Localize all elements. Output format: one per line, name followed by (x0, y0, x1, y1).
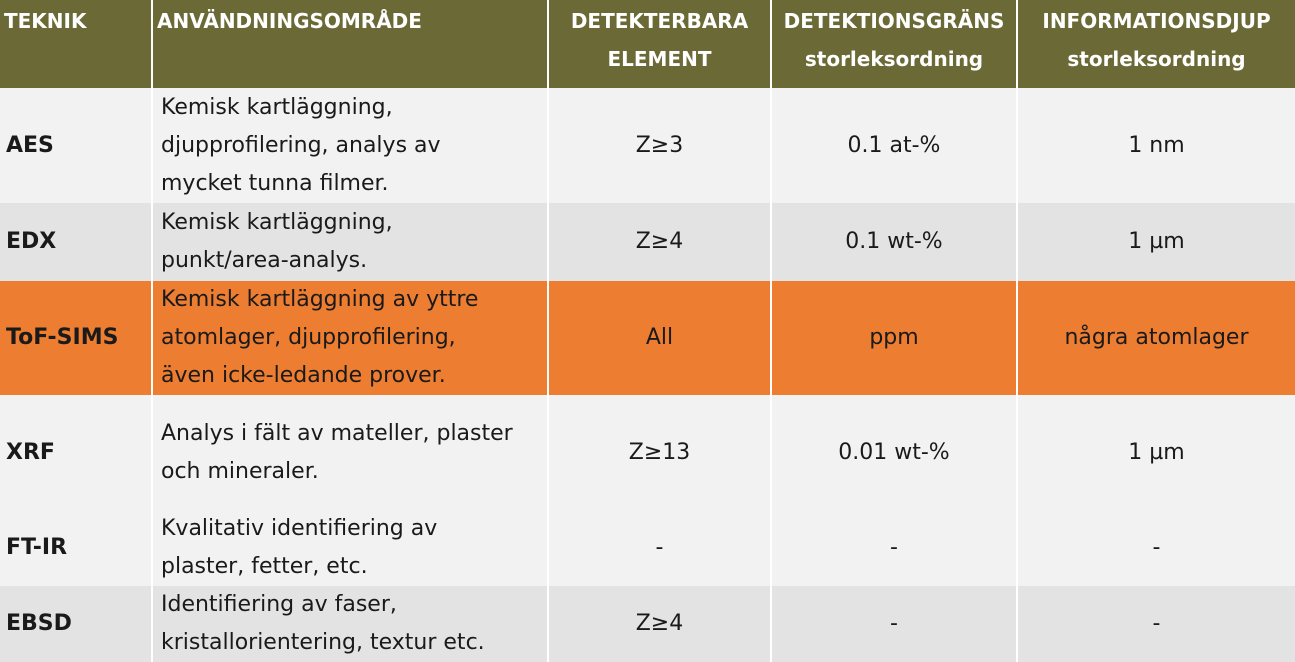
cell-element: Z≥4 (548, 203, 772, 281)
usage-line: Kemisk kartläggning av yttre (161, 287, 479, 312)
header-detekterbara-element: DETEKTERBARA ELEMENT (548, 0, 772, 88)
cell-element: Z≥13 (548, 395, 772, 510)
cell-teknik: EDX (0, 203, 153, 281)
usage-line: och mineraler. (161, 458, 319, 484)
cell-djup: - (1017, 510, 1295, 586)
table-row-highlighted: ToF-SIMS Kemisk kartläggning av yttre at… (0, 281, 1295, 395)
cell-usage: Kemisk kartläggning av yttre atomlager, … (152, 281, 549, 395)
table-row: EBSD Identifiering av faser, kristallori… (0, 586, 1295, 662)
cell-djup: 1 nm (1017, 88, 1295, 203)
header-informationsdjup: INFORMATIONSDJUP storleksordning (1017, 0, 1295, 88)
usage-line: Identifiering av faser, (161, 592, 397, 617)
cell-usage: Kemisk kartläggning, punkt/area-analys. (152, 203, 549, 281)
header-element-line1: DETEKTERBARA (570, 9, 749, 33)
cell-grans: 0.1 wt-% (771, 203, 1018, 281)
cell-usage: Kemisk kartläggning, djupprofilering, an… (152, 88, 549, 203)
cell-djup: 1 µm (1017, 395, 1295, 510)
cell-element: - (548, 510, 772, 586)
cell-grans: 0.1 at-% (771, 88, 1018, 203)
cell-teknik: ToF-SIMS (0, 281, 153, 395)
table-row: EDX Kemisk kartläggning, punkt/area-anal… (0, 203, 1295, 281)
cell-djup: 1 µm (1017, 203, 1295, 281)
cell-djup: - (1017, 586, 1295, 662)
cell-grans: - (771, 586, 1018, 662)
cell-teknik: EBSD (0, 586, 153, 662)
header-element-line2: ELEMENT (607, 47, 712, 71)
usage-line: atomlager, djupprofilering, (161, 325, 456, 350)
usage-line: Kvalitativ identifiering av (161, 516, 438, 541)
table-row: AES Kemisk kartläggning, djupprofilering… (0, 88, 1295, 203)
header-anvandningsomrade: ANVÄNDNINGSOMRÅDE (152, 0, 549, 88)
header-djup-line2: storleksordning (1067, 47, 1246, 71)
usage-line: Kemisk kartläggning, (161, 94, 393, 120)
cell-grans: - (771, 510, 1018, 586)
cell-grans: 0.01 wt-% (771, 395, 1018, 510)
usage-line: djupprofilering, analys av (161, 132, 441, 158)
cell-teknik: XRF (0, 395, 153, 510)
table-row: FT-IR Kvalitativ identifiering av plaste… (0, 510, 1295, 586)
cell-usage: Identifiering av faser, kristallorienter… (152, 586, 549, 662)
cell-teknik: FT-IR (0, 510, 153, 586)
header-grans-line2: storleksordning (804, 47, 984, 71)
header-detektionsgrans: DETEKTIONSGRÄNS storleksordning (771, 0, 1018, 88)
usage-line: Analys i fält av mateller, plaster (161, 420, 513, 446)
usage-line: mycket tunna filmer. (161, 170, 389, 196)
header-djup-line1: INFORMATIONSDJUP (1042, 9, 1271, 33)
usage-line: även icke-ledande prover. (161, 363, 446, 388)
cell-element: Z≥4 (548, 586, 772, 662)
usage-line: kristallorientering, textur etc. (161, 630, 485, 655)
usage-line: punkt/area-analys. (161, 248, 368, 273)
usage-line: plaster, fetter, etc. (161, 554, 368, 579)
usage-line: Kemisk kartläggning, (161, 210, 393, 235)
header-grans-line1: DETEKTIONSGRÄNS (783, 9, 1005, 33)
cell-element: All (548, 281, 772, 395)
cell-element: Z≥3 (548, 88, 772, 203)
cell-usage: Analys i fält av mateller, plaster och m… (152, 395, 549, 510)
cell-usage: Kvalitativ identifiering av plaster, fet… (152, 510, 549, 586)
cell-teknik: AES (0, 88, 153, 203)
cell-grans: ppm (771, 281, 1018, 395)
table-row: XRF Analys i fält av mateller, plaster o… (0, 395, 1295, 510)
table-header-row: TEKNIK ANVÄNDNINGSOMRÅDE DETEKTERBARA EL… (0, 0, 1295, 88)
header-teknik: TEKNIK (0, 0, 153, 88)
cell-djup: några atomlager (1017, 281, 1295, 395)
